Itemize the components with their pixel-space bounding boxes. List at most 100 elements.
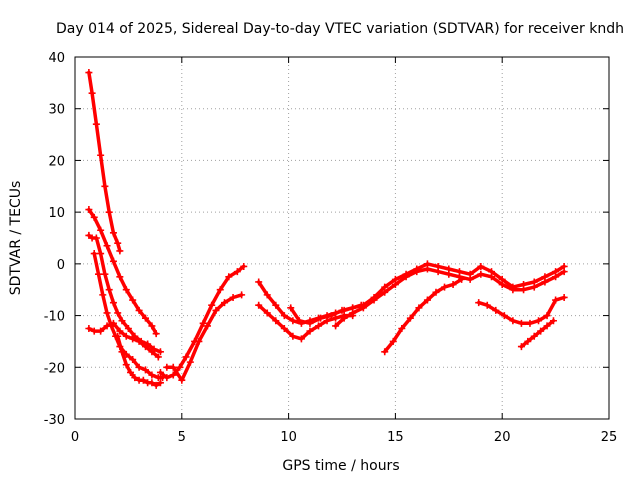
data-point — [434, 268, 442, 276]
data-point — [116, 273, 124, 281]
y-axis-label: SDTVAR / TECUs — [8, 181, 24, 296]
data-point — [289, 317, 297, 325]
series-arc-12 — [332, 265, 568, 330]
data-point — [552, 296, 560, 304]
data-point — [398, 325, 406, 332]
data-point — [141, 314, 149, 322]
data-point — [118, 317, 126, 325]
data-point — [317, 314, 325, 322]
grid-layer — [75, 57, 609, 419]
data-point — [338, 306, 346, 314]
data-point — [122, 286, 130, 294]
data-point — [389, 337, 397, 345]
data-point — [340, 314, 348, 322]
series-trace — [476, 295, 566, 326]
data-point — [208, 301, 216, 309]
series-arc-7 — [156, 262, 248, 382]
data-point — [169, 363, 177, 371]
data-point — [225, 273, 233, 281]
data-point — [156, 368, 164, 376]
data-point — [233, 268, 241, 276]
data-point — [90, 213, 98, 221]
data-point — [509, 317, 517, 325]
data-point — [203, 322, 211, 330]
plot-frame — [74, 56, 610, 420]
data-point — [524, 337, 532, 345]
data-point — [90, 327, 98, 335]
data-point — [85, 69, 93, 77]
data-point — [488, 273, 496, 281]
series-arc-6 — [114, 332, 164, 389]
series-trace — [382, 277, 464, 354]
data-point — [107, 322, 115, 330]
data-point — [263, 291, 271, 299]
data-point — [141, 366, 149, 374]
data-point — [445, 270, 453, 278]
data-point — [152, 330, 160, 338]
data-point — [139, 376, 147, 384]
data-point — [560, 293, 568, 301]
data-point — [101, 270, 109, 278]
series-arc-2 — [85, 206, 160, 338]
series-trace — [87, 207, 158, 336]
data-point — [85, 325, 93, 332]
series-arc-14 — [475, 293, 568, 327]
data-point — [441, 283, 449, 291]
series-arc-10 — [255, 301, 357, 343]
series-arc-1 — [85, 69, 124, 255]
data-point — [287, 304, 295, 312]
data-point — [131, 374, 139, 382]
data-point — [229, 293, 237, 301]
data-point — [148, 348, 156, 356]
data-point — [297, 335, 305, 343]
data-point — [483, 301, 491, 309]
data-point — [477, 262, 485, 270]
data-point — [415, 304, 423, 312]
data-point — [280, 312, 288, 320]
data-point — [148, 379, 156, 387]
data-point — [99, 291, 107, 299]
data-point — [238, 291, 246, 299]
data-layer — [85, 69, 568, 389]
x-tick-label: 10 — [280, 430, 297, 445]
data-point — [492, 306, 500, 314]
data-point — [315, 322, 323, 330]
data-point — [432, 288, 440, 296]
data-point — [163, 363, 171, 371]
series-arc-8 — [163, 291, 246, 384]
x-tick-label: 15 — [387, 430, 404, 445]
data-point — [116, 327, 124, 335]
data-point — [263, 309, 271, 317]
data-point — [272, 317, 280, 325]
data-point — [349, 309, 357, 317]
data-point — [195, 337, 203, 345]
series-arc-13 — [381, 275, 466, 356]
data-point — [509, 286, 517, 294]
data-point — [90, 250, 98, 258]
data-point — [543, 322, 551, 330]
data-point — [97, 151, 105, 159]
data-point — [199, 319, 207, 327]
data-point — [156, 379, 164, 387]
series-trace — [519, 318, 556, 349]
data-point — [526, 319, 534, 327]
data-point — [530, 283, 538, 291]
data-point — [458, 275, 466, 283]
data-point — [475, 299, 483, 307]
y-tick-label: 20 — [48, 154, 65, 169]
data-point — [381, 348, 389, 356]
data-point — [449, 281, 457, 289]
data-point — [466, 275, 474, 283]
data-point — [122, 361, 130, 369]
data-point — [114, 239, 122, 247]
data-point — [148, 322, 156, 330]
x-tick-label: 25 — [601, 430, 618, 445]
data-point — [88, 89, 96, 97]
data-point — [477, 270, 485, 278]
data-point — [105, 208, 113, 216]
data-point — [92, 234, 100, 242]
data-point — [370, 296, 378, 304]
data-point — [101, 182, 109, 190]
data-point — [141, 343, 149, 351]
